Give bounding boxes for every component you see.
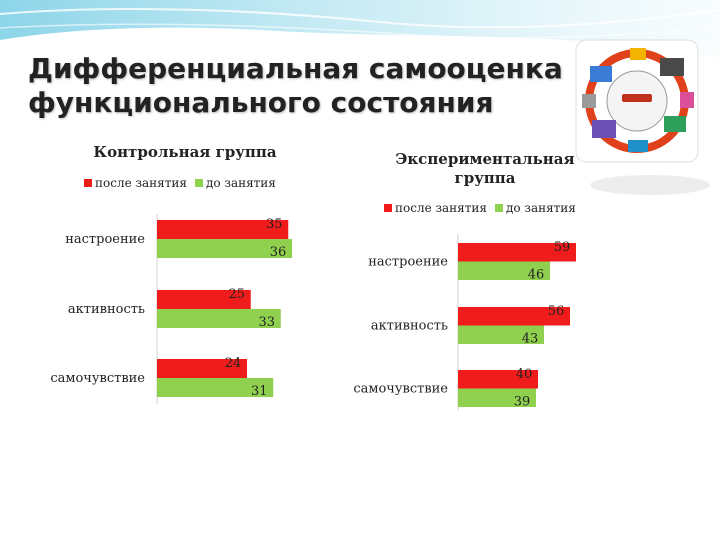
chart-1-bar-before: [157, 239, 292, 258]
chart-1-data-label: 35: [266, 217, 283, 232]
chart-2-legend-after-label: после занятия: [395, 201, 487, 215]
chart-2-legend-after-swatch: [384, 204, 392, 212]
chart-2-category-label: самочувствие: [353, 382, 448, 397]
chart-2-bar-before: [458, 325, 544, 344]
chart-1-category-label: активность: [68, 302, 145, 317]
chart-2-bar-after: [458, 370, 538, 389]
chart-1-data-label: 31: [251, 384, 268, 399]
chart-2-title: Экспериментальная группа: [360, 150, 610, 188]
chart-2-data-label: 40: [516, 367, 533, 382]
chart-2-legend: после занятия до занятия: [384, 201, 584, 215]
chart-1-title: Контрольная группа: [93, 143, 277, 161]
chart-2-legend-after: после занятия: [384, 201, 487, 215]
chart-2-legend-before: до занятия: [494, 201, 576, 215]
chart-1-legend: после занятия до занятия: [84, 176, 284, 190]
chart-1-legend-before-label: до занятия: [205, 176, 276, 190]
chart-2-data-label: 46: [528, 268, 545, 283]
chart-1-legend-after: после занятия: [84, 176, 187, 190]
chart-1-category-label: самочувствие: [50, 371, 145, 386]
chart-2-bar-before: [458, 388, 536, 407]
chart-2-bar-before: [458, 261, 550, 280]
chart-2-data-label: 59: [554, 240, 571, 255]
chart-2-category-label: активность: [371, 319, 448, 334]
chart-2-data-label: 56: [548, 304, 565, 319]
slide-title-line-1: Дифференциальная самооценка: [28, 52, 563, 85]
chart-2-title-line-2: группа: [454, 169, 516, 187]
chart-2-plot: настроение 59 46 активность 56 43 самочувствие…: [353, 234, 576, 410]
computer-collage-logo-icon: [575, 39, 699, 163]
slide-title-line-2: функционального состояния: [28, 86, 494, 119]
chart-1-bar-before: [157, 378, 274, 397]
chart-1-legend-after-label: после занятия: [95, 176, 187, 190]
chart-1-data-label: 24: [225, 356, 242, 371]
chart-1-data-label: 36: [270, 245, 287, 260]
chart-1-plot: настроение 35 36 активность 25 33 самочувствие…: [50, 214, 292, 404]
chart-1-legend-before-swatch: [194, 179, 203, 187]
chart-2-bar-after: [458, 307, 570, 326]
chart-1-legend-after-swatch: [84, 179, 92, 187]
chart-2-bar-after: [458, 243, 576, 262]
chart-2-legend-before-swatch: [494, 204, 503, 212]
chart-1-legend-before: до занятия: [194, 176, 276, 190]
chart-2-data-label: 43: [522, 332, 539, 347]
chart-2-data-label: 39: [514, 395, 531, 410]
chart-1-data-label: 25: [228, 287, 245, 302]
chart-2-category-label: настроение: [368, 255, 448, 270]
chart-1-category-label: настроение: [65, 232, 145, 247]
chart-1-bar-after: [157, 290, 251, 309]
chart-1-bar-after: [157, 220, 289, 239]
slide-title: Дифференциальная самооценка функциональн…: [28, 52, 588, 120]
chart-1-bar-after: [157, 359, 247, 378]
chart-2-legend-before-label: до занятия: [505, 201, 576, 215]
chart-1-bar-before: [157, 309, 281, 328]
chart-1-data-label: 33: [258, 315, 275, 330]
chart-2-title-line-1: Экспериментальная: [395, 150, 575, 168]
